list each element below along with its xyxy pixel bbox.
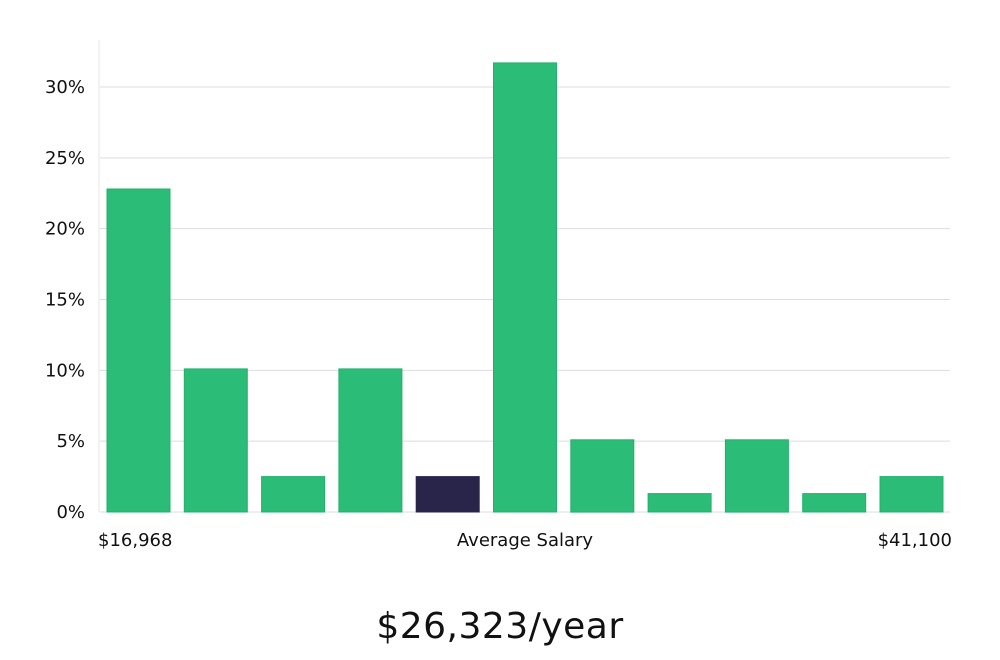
y-tick-label: 5% [56, 431, 85, 452]
y-tick-label: 20% [45, 219, 85, 240]
bar [493, 62, 557, 513]
bar-highlighted [415, 476, 480, 513]
salary-distribution-chart: 0% 5% 10% 15% 20% 25% 30% $16,968 Average Sala… [45, 40, 952, 551]
bar [647, 493, 712, 513]
x-min-label: $16,968 [98, 530, 172, 551]
bar [879, 476, 944, 513]
y-tick-label: 15% [45, 290, 85, 311]
bars [106, 62, 944, 513]
x-max-label: $41,100 [878, 530, 952, 551]
bar [338, 368, 403, 513]
x-axis-labels: $16,968 Average Salary $41,100 [98, 530, 952, 551]
bar [106, 188, 171, 513]
bar [570, 439, 635, 513]
bar [183, 368, 248, 513]
y-tick-label: 25% [45, 148, 85, 169]
bar [802, 493, 867, 513]
y-tick-labels: 0% 5% 10% 15% 20% 25% 30% [45, 77, 85, 523]
bar [724, 439, 789, 513]
bar [261, 476, 326, 513]
x-axis-title: Average Salary [457, 530, 594, 551]
y-tick-label: 0% [56, 502, 85, 523]
average-salary-value: $26,323/year [376, 606, 624, 647]
y-tick-label: 10% [45, 360, 85, 381]
y-tick-label: 30% [45, 77, 85, 98]
